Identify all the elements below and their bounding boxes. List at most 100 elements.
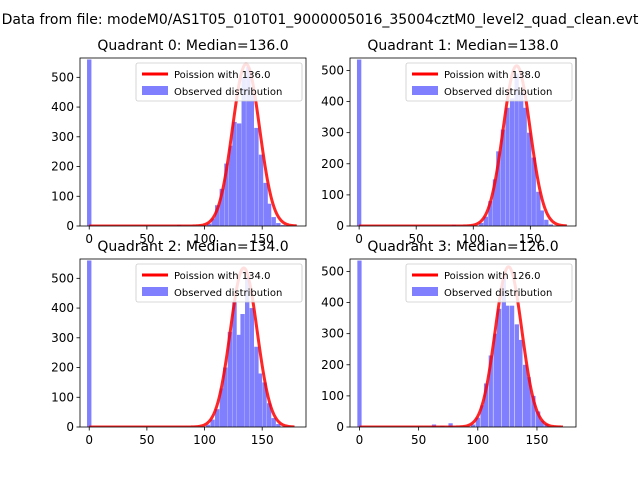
y-tick-label: 500	[321, 63, 344, 77]
histogram-bar	[492, 179, 498, 226]
y-tick-label: 400	[51, 301, 74, 315]
histogram-bar	[514, 324, 519, 427]
histogram-bar	[249, 308, 254, 427]
histogram-bar	[496, 308, 502, 427]
histogram-bar	[479, 222, 484, 226]
histogram-bar	[280, 225, 286, 226]
histogram-bar	[475, 417, 480, 427]
histogram-bar	[87, 260, 92, 427]
histogram-bar	[266, 403, 272, 427]
histogram-bar	[276, 424, 281, 427]
histogram-bar	[500, 129, 506, 226]
quadrant-1-panel: 0 50 100 150 0 100 200 300 400 500 Quadrant 1: Med…	[321, 38, 577, 246]
y-tick-label: 200	[51, 361, 74, 375]
y-tick-label: 400	[321, 296, 344, 310]
x-tick-label: 150	[251, 232, 274, 246]
histogram-bar	[232, 121, 237, 226]
histogram-bar	[505, 107, 510, 226]
histogram-bar	[211, 218, 216, 226]
axes-frame	[349, 57, 577, 227]
legend-bar-swatch	[142, 86, 168, 95]
axes-frame	[79, 258, 307, 428]
histogram-bar	[518, 339, 523, 427]
y-tick-label: 100	[51, 189, 74, 203]
histogram-bar	[514, 73, 519, 226]
quadrant-2-title: Quadrant 2: Median=134.0	[97, 239, 288, 255]
x-tick-label: 50	[411, 433, 426, 447]
histogram-bar	[271, 418, 276, 427]
histogram-bar	[271, 217, 276, 226]
y-tick-label: 500	[51, 70, 74, 84]
figure-suptitle: Data from file: modeM0/AS1T05_010T01_900…	[2, 12, 639, 28]
y-tick-label: 300	[51, 331, 74, 345]
x-tick-label: 100	[466, 433, 489, 447]
y-tick-label: 200	[321, 157, 344, 171]
histogram-bar	[470, 424, 476, 427]
histogram-bar	[531, 157, 536, 226]
histogram-bar	[227, 331, 233, 427]
x-tick-label: 100	[193, 232, 216, 246]
histogram-bar	[536, 191, 541, 226]
histogram-bar	[263, 182, 268, 226]
y-tick-label: 400	[321, 95, 344, 109]
quadrant-3-title: Quadrant 3: Median=126.0	[367, 239, 558, 255]
histogram-bar	[526, 377, 531, 427]
y-tick-label: 100	[321, 389, 344, 403]
legend-box	[135, 263, 303, 303]
x-tick-label: 100	[193, 433, 216, 447]
histogram-bar	[536, 411, 541, 427]
histogram-bars	[87, 59, 286, 226]
histogram-bar	[236, 334, 242, 427]
y-tick-label: 0	[66, 219, 74, 233]
histogram-bar	[219, 188, 225, 226]
histogram-bar	[522, 107, 527, 226]
legend-box	[405, 62, 573, 102]
legend-bar-swatch	[142, 287, 168, 296]
histogram-bar	[215, 205, 220, 226]
quadrant-0-panel: 0 50 100 150 0 100 200 300 400 500 Quadrant 0: Med…	[51, 38, 307, 246]
histogram-bar	[522, 364, 528, 427]
histogram-bar	[505, 305, 510, 427]
histogram-bar	[223, 367, 228, 427]
histogram-bar	[228, 145, 234, 226]
y-tick-label: 300	[321, 126, 344, 140]
x-tick-label: 50	[139, 232, 154, 246]
y-tick-label: 0	[336, 219, 344, 233]
legend-box	[135, 62, 303, 102]
histogram-bar	[205, 424, 211, 427]
legend-bar-label: Observed distribution	[174, 288, 282, 299]
legend-line-label: Poission with 126.0	[444, 271, 540, 282]
histogram-bar	[509, 305, 515, 427]
x-tick-label: 150	[525, 433, 548, 447]
y-tick-label: 100	[321, 188, 344, 202]
legend-bar-label: Observed distribution	[174, 87, 282, 98]
legend-bar-swatch	[412, 287, 438, 296]
y-tick-label: 300	[321, 327, 344, 341]
legend-line-label: Poission with 136.0	[174, 70, 270, 81]
legend-line-label: Poission with 138.0	[444, 70, 540, 81]
legend: Poission with 138.0 Observed distribution	[405, 62, 573, 102]
legend-bar-label: Observed distribution	[444, 87, 552, 98]
histogram-bar	[480, 405, 485, 427]
histogram-bar	[240, 314, 245, 427]
quadrant-1-title: Quadrant 1: Median=138.0	[367, 38, 558, 54]
histogram-bar	[548, 224, 554, 226]
legend: Poission with 126.0 Observed distribution	[405, 263, 573, 303]
axes-frame	[349, 258, 577, 428]
y-tick-label: 400	[51, 100, 74, 114]
histogram-bar	[241, 77, 246, 226]
histogram-bar	[245, 278, 250, 427]
histogram-bar	[501, 277, 506, 427]
histogram-bar	[210, 419, 215, 427]
histogram-bar	[356, 59, 362, 226]
histogram-bar	[483, 216, 488, 226]
histogram-bar	[483, 383, 489, 427]
legend: Poission with 136.0 Observed distribution	[135, 62, 303, 102]
quadrant-3-panel: 0 50 100 150 0 100 200 300 400 500 Quadrant 3: Med…	[321, 239, 577, 447]
x-tick-label: 0	[85, 433, 93, 447]
histogram-bar	[219, 388, 225, 427]
histogram-bar	[206, 223, 212, 226]
histogram-bar	[527, 132, 532, 226]
